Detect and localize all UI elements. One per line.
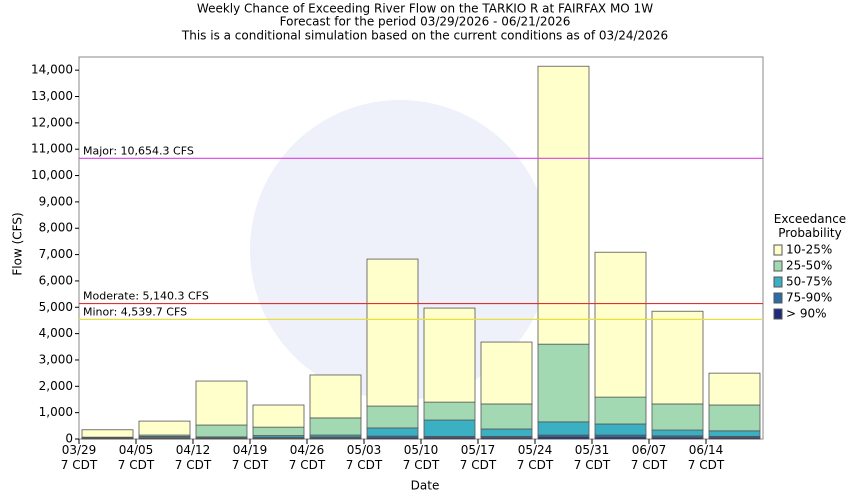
y-tick-label: 0 (65, 432, 73, 446)
bar-segment (708, 372, 761, 406)
bar-segment (423, 307, 476, 403)
bar-segment (195, 380, 248, 426)
bar-segment (81, 429, 134, 438)
legend-label: 25-50% (786, 259, 832, 273)
y-tick-label: 11,000 (31, 142, 73, 156)
y-tick-label: 10,000 (31, 168, 73, 182)
bar-segment (366, 258, 419, 407)
x-tick-label: 05/17 7 CDT (459, 443, 497, 472)
threshold-label: Major: 10,654.3 CFS (83, 144, 194, 157)
x-tick-label: 05/03 7 CDT (345, 443, 383, 472)
bar-segment (366, 427, 419, 437)
y-tick-label: 5,000 (39, 300, 73, 314)
bar-segment (195, 424, 248, 438)
x-axis-label: Date (411, 479, 440, 493)
bar-segment (423, 419, 476, 437)
y-tick-label: 9,000 (39, 194, 73, 208)
legend-swatch (773, 292, 783, 304)
y-tick-label: 6,000 (39, 273, 73, 287)
y-tick-label: 1,000 (39, 405, 73, 419)
legend-swatch (773, 276, 783, 288)
bar-segment (594, 396, 647, 425)
legend-swatch (773, 244, 783, 256)
bar-segment (594, 423, 647, 436)
chart-subtitle: Forecast for the period 03/29/2026 - 06/… (280, 15, 571, 29)
y-tick-label: 7,000 (39, 247, 73, 261)
bar-segment (651, 403, 704, 431)
legend-label: 10-25% (786, 243, 832, 257)
x-tick-label: 04/26 7 CDT (288, 443, 326, 472)
bar-segment (537, 65, 590, 345)
legend-label: > 90% (786, 307, 827, 321)
x-tick-label: 03/29 7 CDT (60, 443, 98, 472)
x-tick-label: 04/19 7 CDT (231, 443, 269, 472)
bar-segment (309, 374, 362, 419)
legend-swatch (773, 260, 783, 272)
bar-segment (309, 417, 362, 436)
bar-segment (594, 251, 647, 398)
y-tick-label: 12,000 (31, 115, 73, 129)
legend-label: 50-75% (786, 275, 832, 289)
x-tick-label: 04/05 7 CDT (117, 443, 155, 472)
bar-segment (366, 405, 419, 429)
bar-segment (423, 401, 476, 421)
y-tick-label: 8,000 (39, 221, 73, 235)
bar-segment (480, 403, 533, 430)
x-tick-label: 05/31 7 CDT (573, 443, 611, 472)
threshold-label: Moderate: 5,140.3 CFS (83, 290, 209, 303)
x-tick-label: 05/24 7 CDT (516, 443, 554, 472)
chart-title: Weekly Chance of Exceeding River Flow on… (197, 2, 653, 16)
y-tick-label: 4,000 (39, 326, 73, 340)
legend-label: 75-90% (786, 291, 832, 305)
bar-segment (252, 426, 305, 436)
legend-swatch (773, 308, 783, 320)
bar-segment (537, 343, 590, 423)
bar-segment (651, 429, 704, 437)
y-axis-label: Flow (CFS) (11, 212, 25, 275)
y-tick-label: 2,000 (39, 379, 73, 393)
x-tick-label: 04/12 7 CDT (174, 443, 212, 472)
bar-segment (537, 421, 590, 436)
bar-segment (480, 428, 533, 437)
x-tick-label: 05/10 7 CDT (402, 443, 440, 472)
bar-segment (708, 430, 761, 437)
x-tick-label: 06/07 7 CDT (630, 443, 668, 472)
y-tick-label: 14,000 (31, 63, 73, 77)
y-tick-label: 13,000 (31, 89, 73, 103)
x-tick-label: 06/14 7 CDT (687, 443, 725, 472)
threshold-label: Minor: 4,539.7 CFS (83, 305, 187, 318)
bar-segment (708, 404, 761, 432)
bar-segment (252, 404, 305, 428)
bar-segment (480, 341, 533, 405)
y-tick-label: 3,000 (39, 352, 73, 366)
bar-segment (651, 310, 704, 405)
bar-segment (138, 420, 191, 436)
chart-subtitle: This is a conditional simulation based o… (181, 29, 668, 43)
legend-title: Exceedance Probability (773, 212, 847, 240)
